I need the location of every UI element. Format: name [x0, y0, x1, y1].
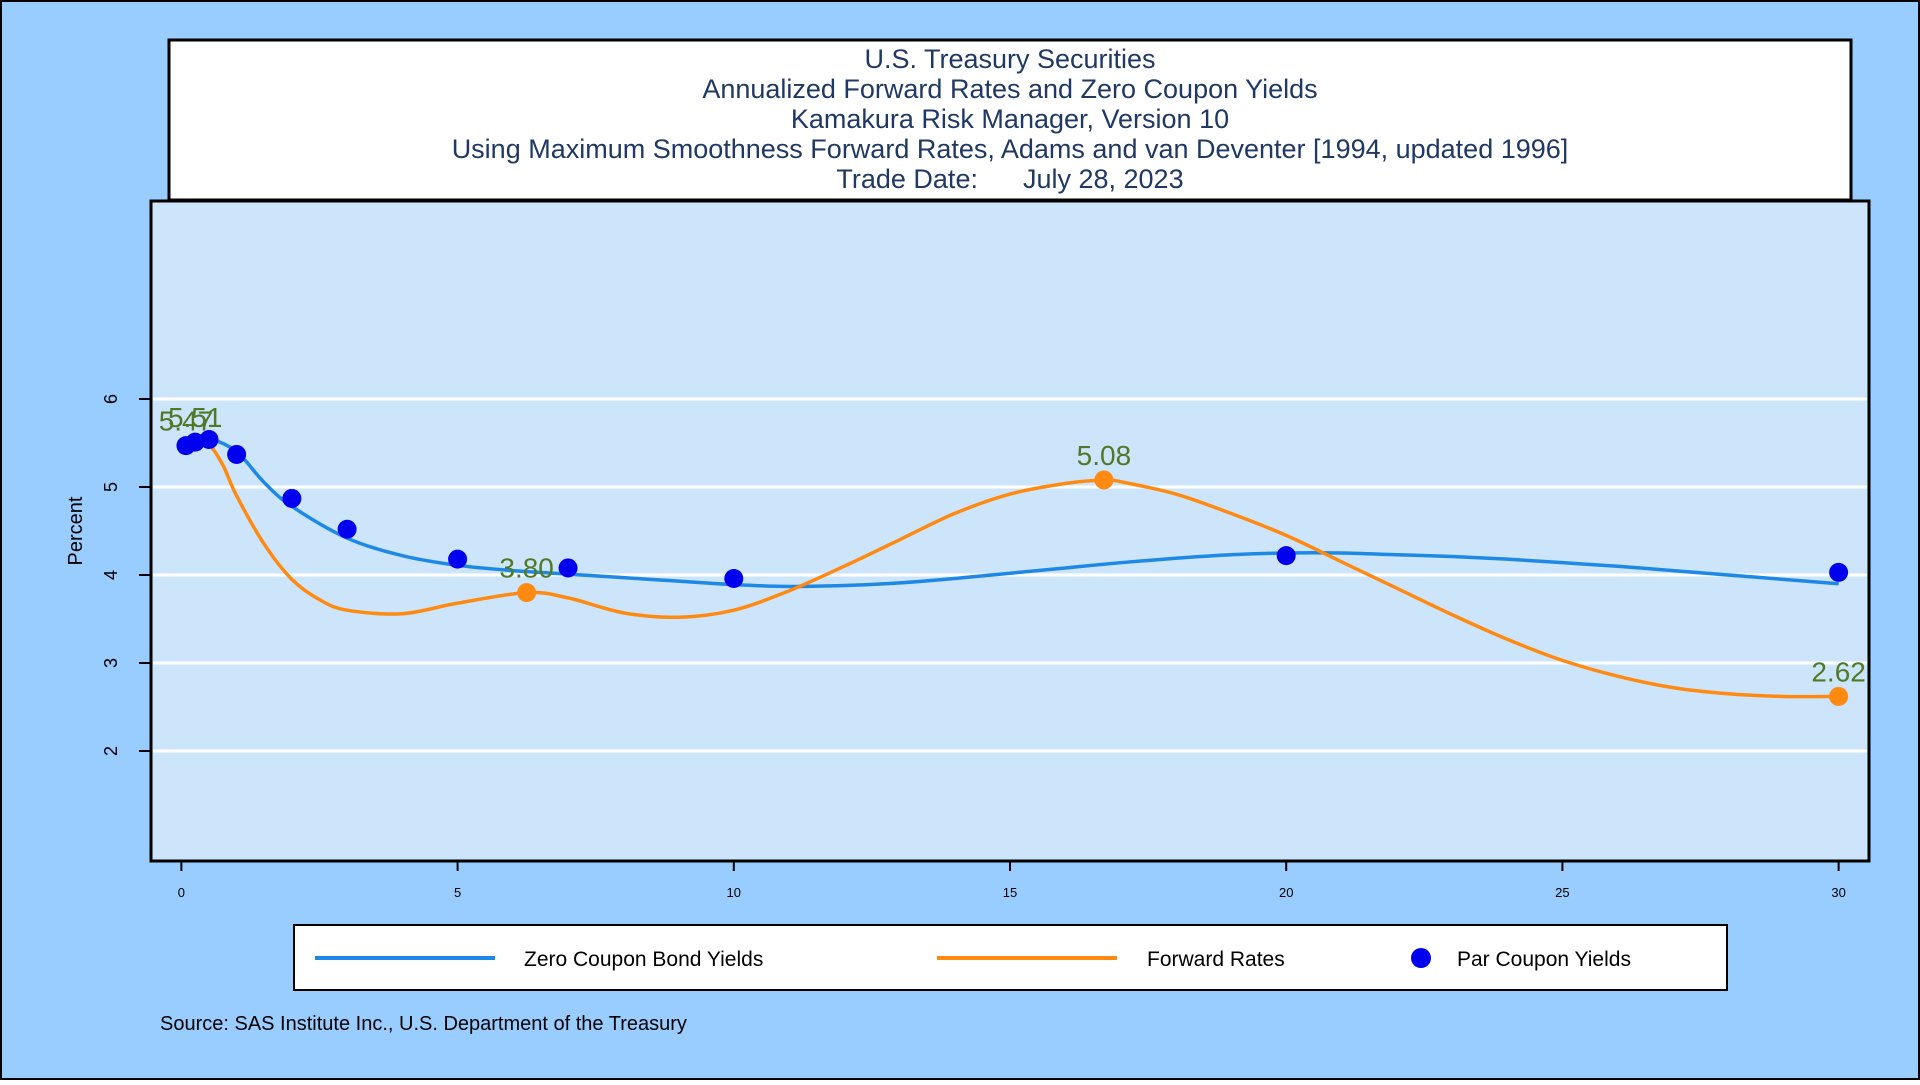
data-labels: 5.475.51 3.80 5.08 2.62 — [159, 402, 1866, 687]
y-tick-label-3: 3 — [101, 658, 121, 668]
par-coupon-point — [448, 549, 468, 569]
title-line-5: Trade Date: July 28, 2023 — [836, 164, 1183, 194]
y-tick-label-4: 4 — [101, 570, 121, 580]
data-label: 2.62 — [1811, 656, 1866, 687]
x-tick-label-0: 0 — [178, 885, 185, 900]
title-box — [167, 38, 1853, 202]
series-line-forward-rates — [185, 440, 1839, 699]
legend: Zero Coupon Bond Yields Forward Rates Pa… — [315, 948, 1631, 971]
x-tick-label-5: 5 — [454, 885, 461, 900]
x-tick-label-10: 10 — [727, 885, 741, 900]
y-tick-label-2: 2 — [101, 746, 121, 756]
par-coupon-point — [227, 444, 247, 464]
series — [176, 429, 1849, 706]
y-tick-label-6: 6 — [101, 394, 121, 404]
gridlines — [153, 397, 1867, 753]
axes: 2 3 4 5 6 0 5 10 15 20 25 30 — [101, 394, 1846, 900]
y-axis-label: Percent — [65, 496, 87, 565]
legend-forward-label: Forward Rates — [1147, 948, 1285, 971]
par-coupon-point — [558, 558, 578, 578]
x-tick-label-25: 25 — [1555, 885, 1569, 900]
plot-panel — [149, 199, 1871, 863]
title-line-3: Kamakura Risk Manager, Version 10 — [791, 104, 1229, 134]
par-coupon-point — [282, 488, 302, 508]
x-tick-label-15: 15 — [1003, 885, 1017, 900]
forward-rate-point — [1094, 470, 1114, 490]
title-line-1: U.S. Treasury Securities — [864, 44, 1155, 74]
title-line-2: Annualized Forward Rates and Zero Coupon… — [702, 74, 1317, 104]
legend-par-swatch — [1411, 948, 1431, 968]
forward-rate-point — [1829, 686, 1849, 706]
data-label: 5.47 — [159, 406, 214, 437]
legend-par-label: Par Coupon Yields — [1457, 948, 1631, 971]
data-label: 5.08 — [1077, 440, 1132, 471]
par-coupon-point — [1829, 562, 1849, 582]
source-note: Source: SAS Institute Inc., U.S. Departm… — [160, 1013, 687, 1035]
par-coupon-point — [724, 569, 744, 589]
legend-zero-coupon-label: Zero Coupon Bond Yields — [524, 948, 763, 971]
par-coupon-point — [337, 519, 357, 539]
x-tick-label-30: 30 — [1831, 885, 1845, 900]
y-tick-label-5: 5 — [101, 482, 121, 492]
chart-title: U.S. Treasury Securities Annualized Forw… — [452, 44, 1569, 194]
par-coupon-point — [199, 429, 219, 449]
title-line-4: Using Maximum Smoothness Forward Rates, … — [452, 134, 1569, 164]
forward-rate-point — [517, 583, 537, 603]
data-label: 5.51 — [168, 402, 223, 433]
data-label: 3.80 — [499, 553, 554, 584]
par-coupon-point — [1276, 546, 1296, 566]
series-line-zero-coupon-bond-yields — [185, 436, 1839, 589]
x-tick-label-20: 20 — [1279, 885, 1293, 900]
